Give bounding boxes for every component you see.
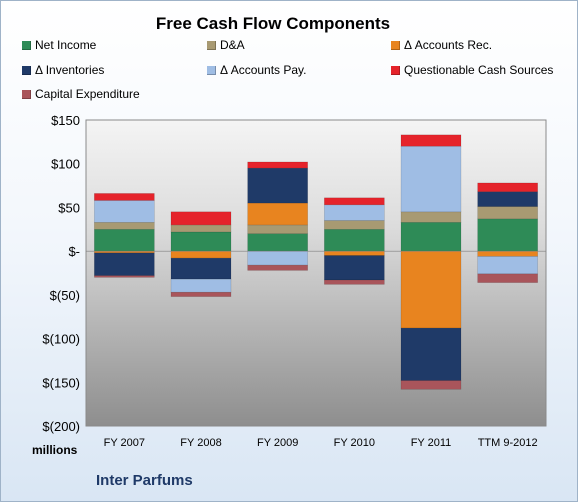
bar-segment xyxy=(324,197,385,206)
legend-swatch xyxy=(391,40,400,50)
bar-segment xyxy=(324,228,385,252)
legend-label: Δ Inventories xyxy=(35,63,105,77)
bar-segment xyxy=(170,211,232,226)
x-tick-label: FY 2008 xyxy=(180,437,221,449)
bar-segment xyxy=(400,380,462,390)
legend-item-inventories: Δ Inventories xyxy=(22,63,104,77)
y-tick-label: $100 xyxy=(51,157,80,172)
y-tick-label: $(150) xyxy=(42,375,80,390)
x-tick-label: FY 2007 xyxy=(104,437,145,449)
bar-segment xyxy=(324,220,385,230)
bar-segment xyxy=(247,233,308,252)
y-tick-label: $- xyxy=(68,244,80,259)
bar-segment xyxy=(170,291,232,297)
bar-segment xyxy=(247,250,308,266)
company-name: Inter Parfums xyxy=(96,472,193,489)
x-tick-label: TTM 9-2012 xyxy=(478,437,538,449)
legend-swatch xyxy=(207,40,216,50)
legend-item-capex: Capital Expenditure xyxy=(22,87,140,101)
y-tick-label: $150 xyxy=(51,113,80,128)
bar-segment xyxy=(477,273,538,283)
legend-item-questionable: Questionable Cash Sources xyxy=(391,63,553,77)
y-tick-label: $(100) xyxy=(42,332,80,347)
bar-segment xyxy=(170,257,232,280)
bar-segment xyxy=(170,231,232,252)
legend-label: D&A xyxy=(220,38,245,52)
bar-segment xyxy=(477,182,538,192)
bar-segment xyxy=(400,145,462,213)
bar-segment xyxy=(94,200,155,223)
bar-segment xyxy=(400,134,462,147)
y-tick-label: $(50) xyxy=(50,288,80,303)
bar-segment xyxy=(170,250,232,259)
legend-label: Net Income xyxy=(35,38,97,52)
bar-segment xyxy=(324,250,385,256)
legend-label: Δ Accounts Rec. xyxy=(404,38,493,52)
bar-segment xyxy=(94,193,155,201)
bar-segment xyxy=(324,204,385,221)
bar-segment xyxy=(94,275,155,278)
bar-segment xyxy=(94,228,155,252)
legend-swatch xyxy=(207,65,216,75)
bar-segment xyxy=(170,278,232,293)
legend-swatch xyxy=(391,65,400,75)
bar-segment xyxy=(400,250,462,329)
bar-segment xyxy=(477,218,538,252)
y-tick-label: $50 xyxy=(58,200,80,215)
bar-segment xyxy=(247,224,308,234)
legend-item-da: D&A xyxy=(207,38,245,52)
bar-segment xyxy=(247,264,308,271)
bar-segment xyxy=(400,327,462,381)
bar-segment xyxy=(94,252,155,276)
bar-segment xyxy=(477,256,538,275)
units-label: millions xyxy=(32,443,78,457)
x-tick-label: FY 2011 xyxy=(411,437,452,449)
bar-segment xyxy=(400,211,462,223)
legend-label: Questionable Cash Sources xyxy=(404,63,554,77)
bar-segment xyxy=(324,279,385,285)
bar-segment xyxy=(324,255,385,281)
bar-segment xyxy=(170,224,232,233)
legend-item-accounts-pay: Δ Accounts Pay. xyxy=(207,63,307,77)
plot-area xyxy=(85,119,547,427)
bar-segment xyxy=(477,206,538,220)
x-tick-label: FY 2010 xyxy=(334,437,375,449)
bar-segment xyxy=(247,202,308,226)
bar-segment xyxy=(247,161,308,169)
legend-label: Capital Expenditure xyxy=(35,87,140,101)
bar-segment xyxy=(400,221,462,252)
bar-segment xyxy=(94,221,155,230)
legend-swatch xyxy=(22,40,31,50)
bar-segment xyxy=(477,250,538,257)
legend-item-accounts-rec: Δ Accounts Rec. xyxy=(391,38,492,52)
legend-swatch xyxy=(22,89,31,99)
legend-item-net-income: Net Income xyxy=(22,38,96,52)
y-tick-label: $(200) xyxy=(42,419,80,434)
legend-swatch xyxy=(22,65,31,75)
bar-segment xyxy=(477,191,538,207)
x-tick-label: FY 2009 xyxy=(257,437,298,449)
chart-title: Free Cash Flow Components xyxy=(155,14,391,33)
bar-segment xyxy=(247,167,308,204)
legend-label: Δ Accounts Pay. xyxy=(220,63,307,77)
